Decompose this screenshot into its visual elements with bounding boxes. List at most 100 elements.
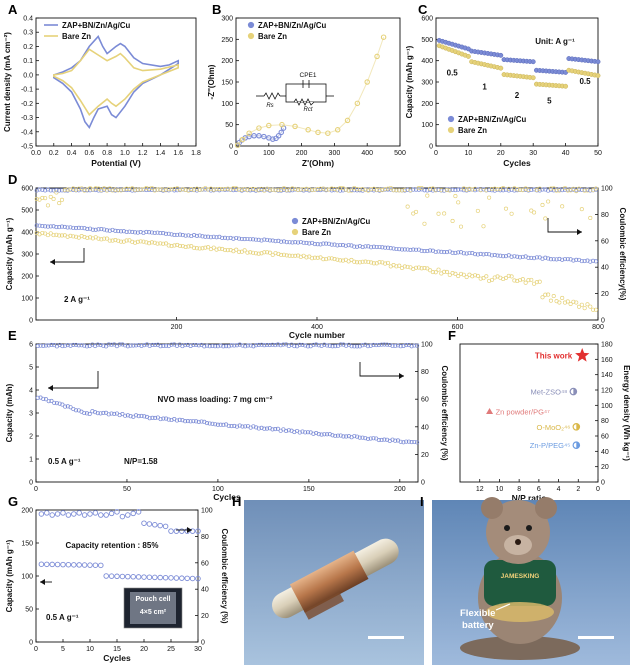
ce-point <box>415 343 420 348</box>
ce-point <box>557 188 562 193</box>
capacity-point <box>84 411 89 416</box>
capacity-point <box>82 234 87 240</box>
legend-marker <box>447 126 455 134</box>
capacity-point <box>453 271 458 276</box>
capacity-point <box>203 245 208 250</box>
capacity-point <box>113 228 118 233</box>
resistor-icon <box>293 98 315 106</box>
capacity-point <box>335 257 340 262</box>
capacity-point <box>374 244 379 250</box>
ce-point <box>346 188 351 193</box>
capacity-point <box>236 249 242 254</box>
rate-point <box>498 52 504 58</box>
capacity-point <box>344 434 349 439</box>
capacity-point <box>267 238 272 243</box>
ce-point <box>450 187 455 192</box>
ce-point <box>65 343 70 348</box>
capacity-point <box>85 226 90 231</box>
panel-letter-g: G <box>8 494 18 509</box>
ce-point <box>41 343 46 348</box>
capacity-point <box>453 250 458 255</box>
legend-label: Bare Zn <box>302 228 331 237</box>
capacity-point <box>200 234 205 239</box>
point-label: Met-ZSO⁴⁸ <box>531 388 568 397</box>
capacity-point <box>141 230 146 235</box>
y-tick-label: 150 <box>21 541 33 548</box>
ce-point <box>529 208 534 213</box>
ce-point <box>517 187 523 193</box>
x-tick-label: 20 <box>497 150 505 157</box>
capacity-point <box>149 230 154 235</box>
capacity-point <box>225 236 230 241</box>
capacity-point <box>275 426 280 431</box>
rate-label: 2 <box>515 91 520 100</box>
y2-tick-label: 60 <box>201 560 209 567</box>
ce-point <box>188 343 193 348</box>
y-tick-label: -0.1 <box>21 87 33 94</box>
y-tick-label: 250 <box>221 37 233 44</box>
capacity-point <box>548 257 553 262</box>
y-tick-label: 200 <box>221 58 233 65</box>
ce-point <box>253 188 258 193</box>
capacity-point <box>290 253 295 258</box>
legend-marker <box>291 217 299 225</box>
capacity-point <box>138 239 143 244</box>
x-tick-label: 4 <box>557 486 561 493</box>
legend-marker <box>291 228 299 236</box>
ce-point <box>49 342 54 347</box>
x-tick-label: 1.6 <box>173 150 183 157</box>
capacity-point <box>90 409 95 414</box>
rate-point <box>530 75 536 81</box>
point-label: Zn powder/PG⁴⁷ <box>496 407 551 416</box>
x-tick-label: 200 <box>296 150 308 157</box>
ce-point <box>382 342 387 347</box>
eis-point <box>246 130 252 136</box>
capacity-point <box>315 242 320 247</box>
capacity-point <box>346 243 351 248</box>
ce-point <box>404 343 409 348</box>
capacity-point <box>104 236 110 241</box>
capacity-point <box>199 419 204 424</box>
capacity-point <box>304 255 309 260</box>
ce-point <box>161 343 166 348</box>
ce-point <box>101 343 106 348</box>
y2-tick-label: 40 <box>201 587 209 594</box>
capacity-point <box>376 438 381 443</box>
ce-point <box>142 343 147 348</box>
capacity-point <box>104 228 110 233</box>
capacity-point <box>38 561 45 567</box>
capacity-point <box>153 415 158 420</box>
plot-frame <box>35 187 599 321</box>
capacity-point <box>503 275 509 280</box>
ce-point <box>537 186 542 191</box>
y-tick-label: 50 <box>225 122 233 129</box>
ce-point <box>579 187 584 192</box>
x-tick-label: 6 <box>537 486 541 493</box>
capacity-point <box>135 574 142 580</box>
arrow-head <box>399 373 404 379</box>
panel-c: 0 10 20 30 40 500100200300400500600CyclesCapa… <box>405 16 602 169</box>
y2-tick-label: 0 <box>201 640 205 647</box>
y2-tick-label: 80 <box>421 369 429 376</box>
capacity-point <box>113 238 118 243</box>
eis-point <box>354 100 361 107</box>
capacity-point <box>414 265 419 270</box>
ce-point <box>540 202 545 207</box>
ce-point <box>543 216 548 221</box>
capacity-point <box>48 231 53 236</box>
ce-point <box>267 343 272 348</box>
ce-point <box>316 343 321 348</box>
capacity-point <box>158 417 163 422</box>
ce-point <box>349 188 354 193</box>
ce-point <box>194 342 199 348</box>
ce-point <box>588 215 593 221</box>
capacity-point <box>188 419 193 424</box>
capacity-point <box>363 244 368 249</box>
capacity-point <box>92 562 99 568</box>
capacity-point <box>422 249 427 254</box>
x-tick-label: 40 <box>562 150 570 157</box>
eis-trend <box>237 37 385 146</box>
